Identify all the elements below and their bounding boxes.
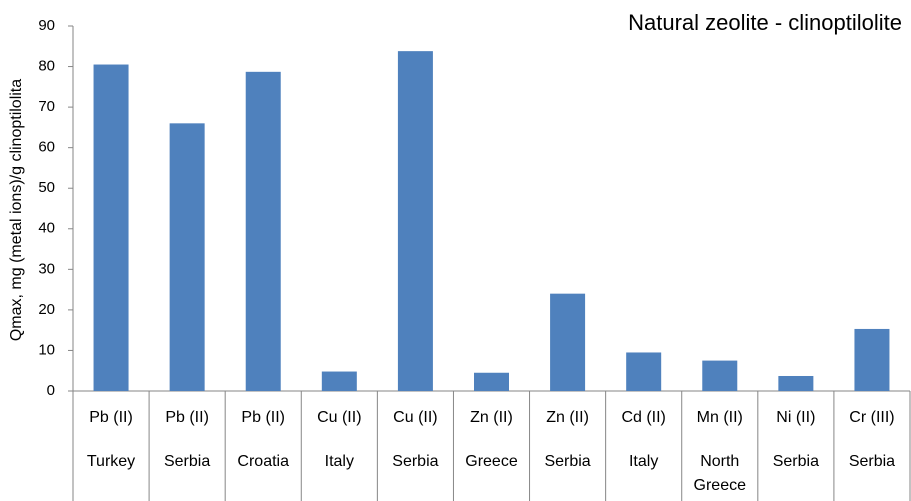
x-tick-label: Pb (II) [241,409,285,426]
x-tick-label: Cu (II) [317,409,362,426]
bar [854,328,890,391]
y-tick-label: 10 [38,341,55,358]
x-tick-label: Mn (II) [696,409,743,426]
y-tick-label: 80 [38,58,55,75]
x-tick-group-label: North Greece [693,453,746,494]
bar [93,64,129,392]
x-tick-group-label: Serbia [392,453,439,470]
x-tick-group-label: Greece [465,453,518,470]
x-tick-group-label: Serbia [772,453,819,470]
bar [169,123,205,391]
bar [321,371,357,391]
x-tick-label: Zn (II) [546,409,589,426]
y-tick-label: 0 [47,382,55,399]
x-tick-group-label: Italy [324,453,354,470]
x-tick-label: Ni (II) [776,409,816,426]
y-axis-label: Qmax, mg (metal ions)/g clinoptilolita [8,79,25,341]
y-tick-label: 70 [38,98,55,115]
x-tick-label: Cr (III) [849,409,895,426]
y-tick-label: 50 [38,179,55,196]
y-tick-label: 20 [38,301,55,318]
y-tick-label: 90 [38,17,55,34]
bar [550,293,586,391]
x-tick-group-label: Croatia [237,453,289,470]
x-tick-label: Zn (II) [470,409,513,426]
bar [778,375,814,391]
x-tick-label: Pb (II) [89,409,133,426]
y-tick-label: 40 [38,220,55,237]
bar [702,360,738,391]
chart-title: Natural zeolite - clinoptilolite [628,10,902,35]
x-tick-group-label: Italy [628,453,659,470]
bar [245,71,281,392]
x-tick-group-label: Serbia [163,453,211,470]
x-tick-label: Cu (II) [393,409,438,426]
bar [397,51,433,392]
bar [473,372,510,391]
x-tick-group-label: Serbia [848,453,896,470]
y-tick-label: 60 [38,139,55,156]
y-tick-label: 30 [38,260,55,277]
x-tick-label: Pb (II) [165,409,209,426]
x-tick-label: Cd (II) [621,409,666,426]
x-tick-group-label: Turkey [86,453,136,470]
x-tick-group-label: Serbia [544,453,591,470]
bar [626,352,662,391]
